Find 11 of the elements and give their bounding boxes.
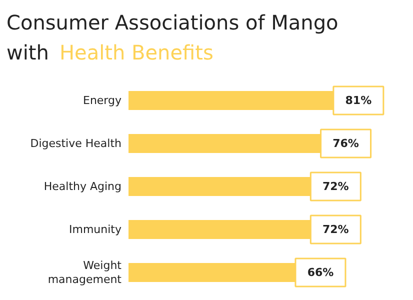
data-label: 66% <box>307 266 334 279</box>
y-tick-label: Digestive Health <box>30 137 122 150</box>
y-tick-label: Energy <box>82 94 122 107</box>
chart-title: Consumer Associations of Mango with Health Benefits <box>6 10 338 64</box>
y-tick-label: Healthy Aging <box>44 180 122 193</box>
data-label: 81% <box>345 94 372 107</box>
data-label: 76% <box>332 137 359 150</box>
data-label: 72% <box>322 180 349 193</box>
y-tick-label: Weight management <box>48 259 122 286</box>
y-tick-label: Immunity <box>69 223 122 236</box>
data-label: 72% <box>322 223 349 236</box>
